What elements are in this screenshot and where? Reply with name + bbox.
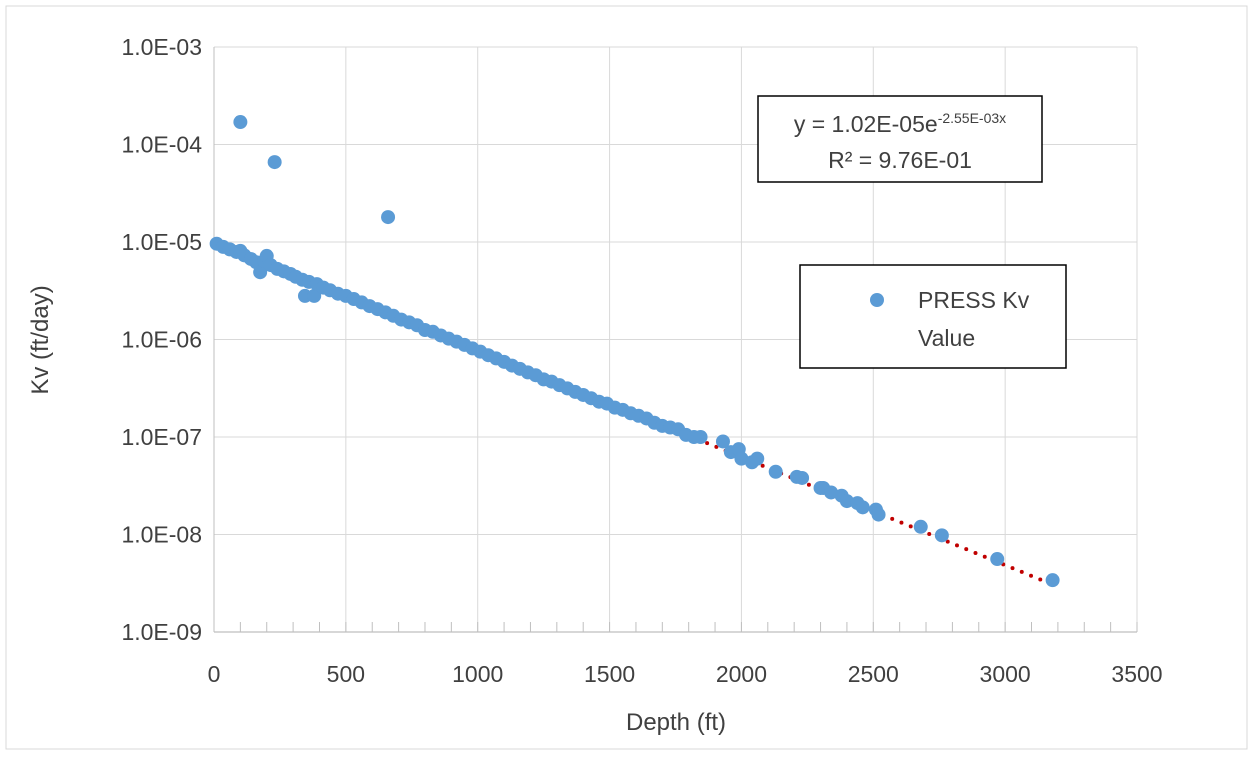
x-tick-label: 1500 bbox=[584, 661, 635, 687]
data-point bbox=[307, 288, 322, 303]
y-tick-label: 1.0E-05 bbox=[121, 229, 202, 255]
legend-label-line-2: Value bbox=[918, 325, 975, 351]
x-tick-label: 0 bbox=[208, 661, 221, 687]
gridlines bbox=[214, 46, 1138, 632]
y-tick-label: 1.0E-07 bbox=[121, 424, 202, 450]
equation-box-frame bbox=[757, 95, 1043, 183]
x-tick-label: 2500 bbox=[848, 661, 899, 687]
data-points bbox=[209, 115, 1060, 588]
x-tick-label: 1000 bbox=[452, 661, 503, 687]
legend-label-line-1: PRESS Kv bbox=[918, 287, 1030, 313]
x-tick-label: 3000 bbox=[980, 661, 1031, 687]
axes bbox=[213, 47, 1138, 633]
data-point bbox=[715, 434, 730, 449]
y-tick-label: 1.0E-09 bbox=[121, 619, 202, 645]
data-point bbox=[381, 210, 396, 225]
y-axis-label: Kv (ft/day) bbox=[27, 285, 54, 394]
equation-prefix: y = 1.02E-05e bbox=[794, 111, 938, 137]
data-point bbox=[990, 552, 1005, 567]
legend-marker bbox=[870, 293, 884, 307]
data-point bbox=[839, 494, 854, 509]
data-point bbox=[824, 485, 839, 500]
data-point bbox=[734, 451, 749, 466]
data-point bbox=[855, 500, 870, 515]
data-point bbox=[233, 115, 248, 130]
y-tick-label: 1.0E-03 bbox=[121, 34, 202, 60]
x-tick-labels: 0 500 1000 1500 2000 2500 3000 3500 bbox=[208, 661, 1163, 687]
y-tick-label: 1.0E-06 bbox=[121, 327, 202, 353]
x-axis-label: Depth (ft) bbox=[626, 709, 726, 736]
data-point bbox=[750, 451, 765, 466]
trendline-equation: y = 1.02E-05e-2.55E-03x bbox=[794, 110, 1006, 137]
x-tick-label: 500 bbox=[327, 661, 365, 687]
r-squared: R² = 9.76E-01 bbox=[828, 147, 972, 173]
y-tick-label: 1.0E-08 bbox=[121, 522, 202, 548]
data-point bbox=[795, 470, 810, 485]
data-point bbox=[693, 430, 708, 444]
equation-box: y = 1.02E-05e-2.55E-03x R² = 9.76E-01 bbox=[757, 95, 1043, 183]
x-tick-label: 3500 bbox=[1111, 661, 1162, 687]
y-tick-label: 1.0E-04 bbox=[121, 132, 202, 158]
data-point bbox=[871, 507, 886, 522]
data-point bbox=[913, 519, 928, 534]
data-point bbox=[253, 265, 268, 280]
data-point bbox=[934, 528, 949, 543]
data-point bbox=[1045, 573, 1060, 588]
data-point bbox=[267, 155, 282, 170]
equation-exponent: -2.55E-03x bbox=[938, 110, 1006, 126]
data-point bbox=[768, 464, 783, 479]
x-tick-label: 2000 bbox=[716, 661, 767, 687]
legend: PRESS Kv Value bbox=[799, 264, 1067, 369]
y-tick-labels: 1.0E-09 1.0E-08 1.0E-07 1.0E-06 1.0E-05 1.0E-… bbox=[121, 34, 202, 645]
legend-frame bbox=[799, 264, 1067, 369]
